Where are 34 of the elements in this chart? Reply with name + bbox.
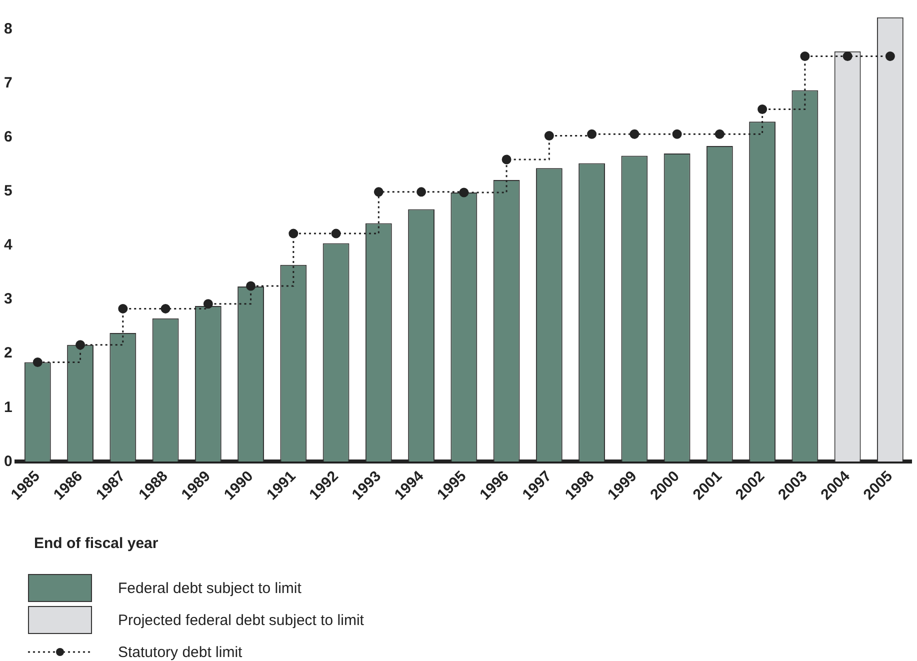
point xyxy=(288,228,298,238)
point xyxy=(800,51,810,61)
point xyxy=(502,154,512,164)
legend-label: Federal debt subject to limit xyxy=(118,580,302,596)
point xyxy=(672,129,682,139)
y-tick-label: 8 xyxy=(4,20,12,38)
legend-label: Projected federal debt subject to limit xyxy=(118,612,364,628)
x-axis-title: End of fiscal year xyxy=(34,535,158,552)
point xyxy=(374,187,384,197)
point xyxy=(32,357,42,367)
point xyxy=(459,188,469,198)
point xyxy=(160,304,170,314)
y-tick-label: 6 xyxy=(4,128,12,146)
y-tick-label: 1 xyxy=(4,398,12,416)
point xyxy=(76,340,86,350)
y-tick-label: 0 xyxy=(4,452,12,470)
point xyxy=(416,187,426,197)
y-tick-label: 7 xyxy=(4,74,12,92)
y-tick-label: 5 xyxy=(4,182,12,200)
point xyxy=(842,51,852,61)
point xyxy=(203,299,213,309)
point xyxy=(630,129,640,139)
point xyxy=(758,104,768,114)
y-tick-label: 4 xyxy=(4,236,13,254)
legend-label: Statutory debt limit xyxy=(118,644,242,660)
y-tick-label: 3 xyxy=(4,290,12,308)
point xyxy=(885,51,895,61)
point xyxy=(246,281,256,291)
point xyxy=(587,129,597,139)
point xyxy=(118,304,128,314)
y-tick-label: 2 xyxy=(4,344,12,362)
point xyxy=(331,228,341,238)
point xyxy=(544,130,554,140)
point xyxy=(714,129,724,139)
